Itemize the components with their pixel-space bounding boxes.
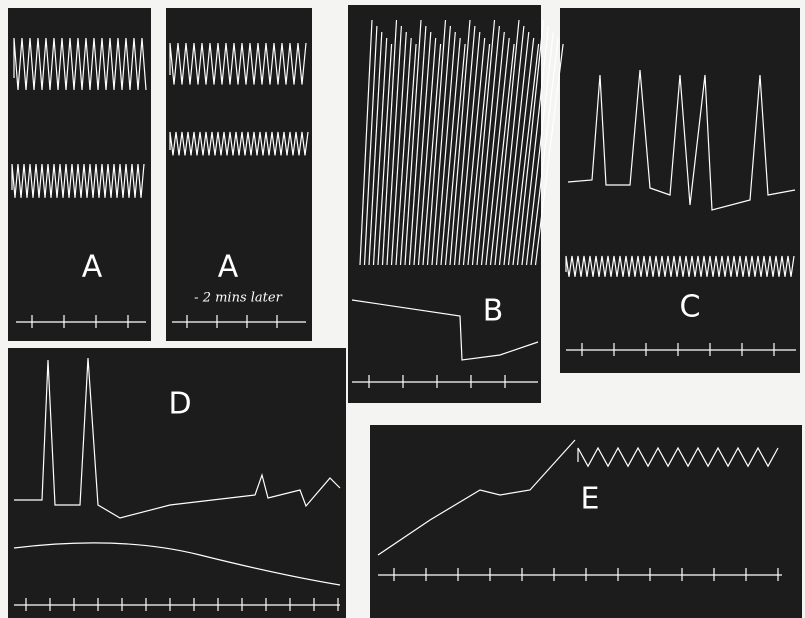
panel-label: D: [168, 387, 191, 422]
page: A A - 2 mins later B C D E (() => { cons…: [0, 0, 805, 618]
panel-label: C: [680, 290, 701, 325]
panel-label: A: [218, 250, 239, 285]
panel-note: - 2 mins later: [194, 291, 282, 306]
panel-label: B: [483, 294, 504, 329]
panel-e: [370, 425, 802, 618]
figure: A A - 2 mins later B C D E: [0, 0, 805, 618]
panel-label: A: [82, 250, 103, 285]
panel-label: E: [581, 482, 600, 517]
